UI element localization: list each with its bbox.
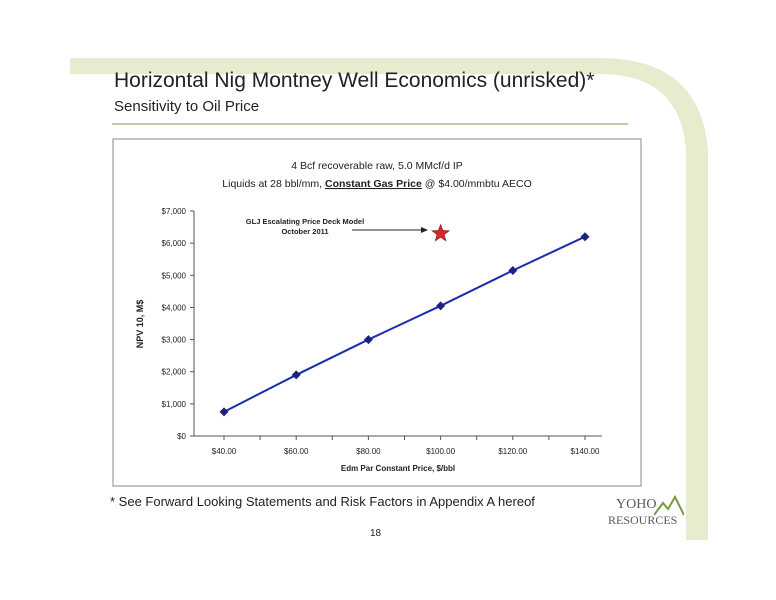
annotation-line1: GLJ Escalating Price Deck Model: [246, 217, 364, 226]
annotation-arrowhead: [421, 227, 428, 233]
mountain-icon: [654, 495, 684, 516]
chart-frame: [112, 138, 642, 487]
data-point-diamond: [436, 301, 446, 311]
annotation-star-marker: [431, 223, 451, 242]
x-axis-label: Edm Par Constant Price, $/bbl: [341, 464, 455, 473]
y-tick-label: $4,000: [162, 303, 187, 312]
data-point-diamond: [291, 370, 301, 380]
slide-subtitle: Sensitivity to Oil Price: [114, 98, 260, 115]
slide-title: Horizontal Nig Montney Well Economics (u…: [114, 69, 595, 92]
x-tick-label: $80.00: [356, 447, 381, 456]
x-tick-label: $40.00: [212, 447, 237, 456]
chart-title-line2-prefix: Liquids at 28 bbl/mm,: [222, 178, 325, 190]
series-line: [223, 235, 586, 413]
data-point-diamond: [508, 265, 518, 275]
logo-line2: RESOURCES: [608, 513, 678, 527]
chart-title-line2-emphasis: Constant Gas Price: [325, 178, 422, 190]
y-tick-label: $6,000: [162, 239, 187, 248]
x-tick-label: $100.00: [426, 447, 455, 456]
annotation-line2: October 2011: [281, 227, 328, 236]
chart-title-line2: Liquids at 28 bbl/mm, Constant Gas Price…: [222, 178, 531, 190]
data-point-diamond: [363, 335, 373, 345]
plot-area: $0 $1,000 $2,000 $3,000 $4,000 $5,000 $6,000 $7…: [162, 207, 602, 456]
y-tick-label: $3,000: [162, 336, 187, 345]
x-tick-label: $60.00: [284, 447, 309, 456]
x-tick-label: $140.00: [571, 447, 600, 456]
y-axis-label: NPV 10, M$: [135, 300, 145, 349]
data-point-diamond: [219, 407, 229, 417]
footnote: * See Forward Looking Statements and Ris…: [110, 494, 535, 509]
y-tick-label: $7,000: [162, 207, 187, 216]
logo-line1: YOHO: [616, 497, 657, 512]
y-tick-label: $1,000: [162, 400, 187, 409]
y-tick-label: $2,000: [162, 368, 187, 377]
chart-title-line2-suffix: @ $4.00/mmbtu AECO: [422, 178, 532, 190]
chart-title-line1: 4 Bcf recoverable raw, 5.0 MMcf/d IP: [291, 160, 463, 172]
company-logo: YOHO RESOURCES: [608, 495, 688, 529]
y-tick-label: $0: [177, 432, 186, 441]
page-number: 18: [370, 528, 382, 539]
y-tick-label: $5,000: [162, 271, 187, 280]
x-tick-label: $120.00: [498, 447, 527, 456]
data-point-diamond: [580, 232, 590, 242]
